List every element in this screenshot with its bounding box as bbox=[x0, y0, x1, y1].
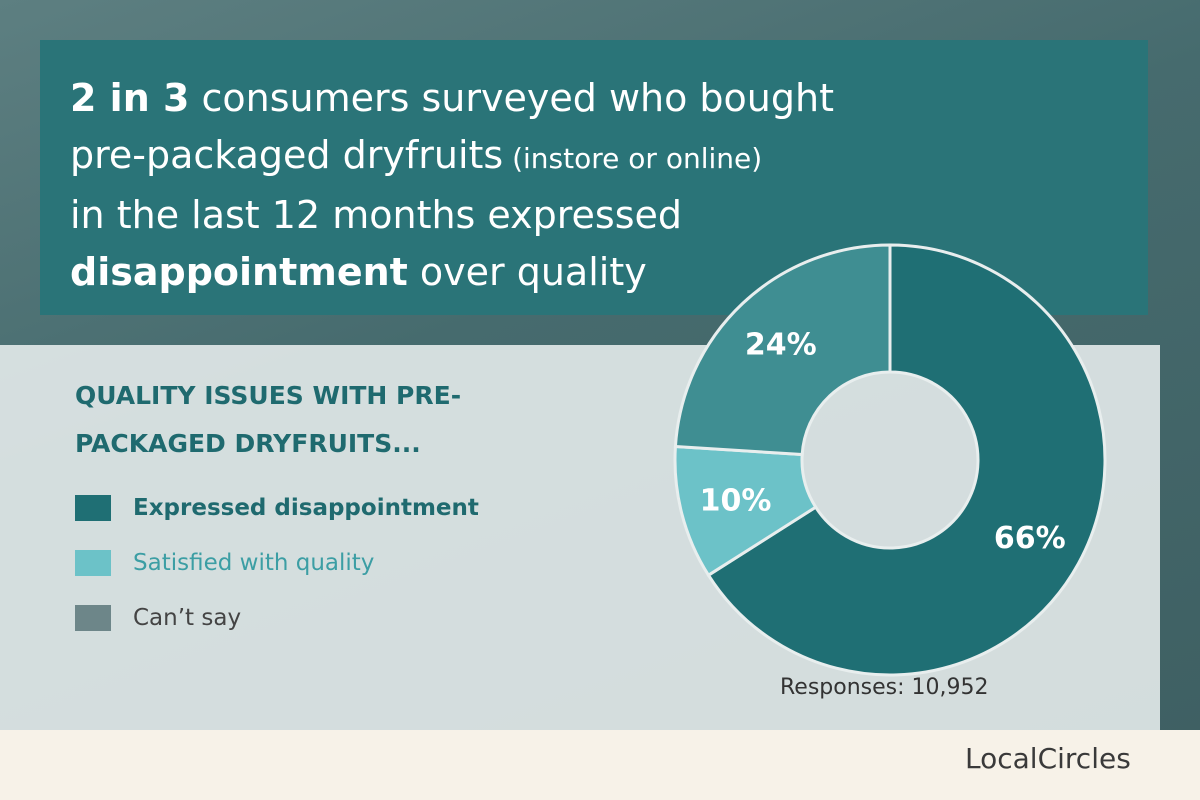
legend-swatch bbox=[75, 549, 111, 576]
legend-swatch bbox=[75, 604, 111, 631]
donut-slice bbox=[673, 243, 892, 457]
legend-swatch bbox=[75, 494, 111, 521]
chart-title: QUALITY ISSUES WITH PRE-PACKAGED DRYFRUI… bbox=[75, 381, 462, 458]
slice-label: 66% bbox=[994, 521, 1066, 556]
legend-label: Satisfied with quality bbox=[133, 549, 375, 576]
legend-item: Expressed disappointment bbox=[75, 480, 479, 535]
legend: Expressed disappointment Satisfied with q… bbox=[75, 480, 479, 645]
headline-bold: 2 in 3 bbox=[70, 76, 190, 120]
headline-text: in the last 12 months expressed bbox=[70, 193, 683, 237]
legend-item: Satisfied with quality bbox=[75, 535, 479, 590]
footer-strip bbox=[0, 730, 1200, 800]
donut-slice bbox=[706, 243, 1107, 677]
headline-text: over quality bbox=[407, 250, 647, 294]
legend-label: Can’t say bbox=[133, 604, 242, 631]
headline-bold: disappointment bbox=[70, 250, 408, 294]
slice-label: 10% bbox=[700, 484, 772, 519]
responses-note: Responses: 10,952 bbox=[780, 675, 989, 700]
headline-text: (instore or online) bbox=[503, 142, 763, 175]
headline: 2 in 3 consumers surveyed who bought pre-… bbox=[70, 70, 970, 301]
headline-text: consumers surveyed who bought bbox=[189, 76, 835, 120]
logo: LocalCircles bbox=[965, 742, 1131, 775]
slice-label: 24% bbox=[745, 328, 817, 363]
headline-text: pre-packaged dryfruits bbox=[70, 133, 504, 177]
legend-label: Expressed disappointment bbox=[133, 494, 479, 521]
legend-item: Can’t say bbox=[75, 590, 479, 645]
